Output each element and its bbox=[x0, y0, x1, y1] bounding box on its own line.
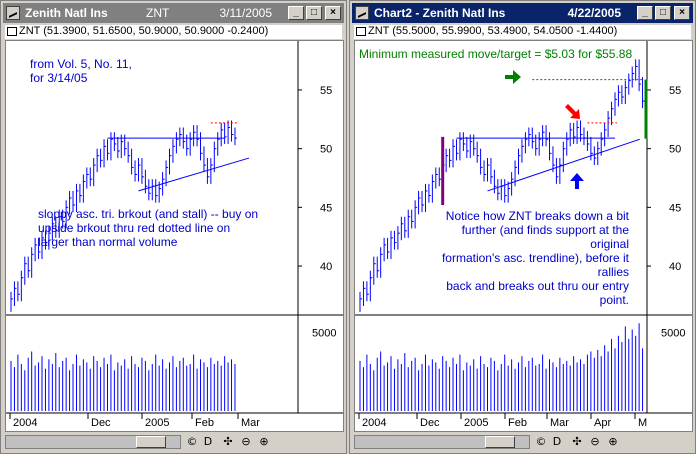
volume-tick-label: 5000 bbox=[661, 328, 685, 340]
zoom-in-icon[interactable]: ⊕ bbox=[608, 435, 618, 448]
window-title: Zenith Natl Ins bbox=[25, 6, 108, 20]
chart-area[interactable]: 40 45 50 55 5000 2004 Dec 2005 Feb Mar Apr M Minimu… bbox=[354, 40, 693, 432]
annotation-line: sloppy asc. tri. brkout (and stall) -- b… bbox=[38, 207, 259, 221]
x-tick-label: M bbox=[638, 417, 647, 429]
arrow-up-icon bbox=[570, 173, 584, 189]
annotation-notice: Notice how ZNT breaks down a bit further… bbox=[431, 209, 629, 307]
annotation-source: from Vol. 5, No. 11, for 3/14/05 bbox=[30, 57, 132, 85]
arrow-down-right-icon bbox=[565, 104, 580, 119]
daily-period-button[interactable]: D bbox=[552, 435, 562, 448]
copyright-icon[interactable]: © bbox=[186, 435, 198, 448]
annotation-line: further (and finds support at the origin… bbox=[461, 223, 629, 251]
x-tick-label: 2005 bbox=[145, 417, 169, 429]
window-title: Chart2 - Zenith Natl Ins bbox=[374, 6, 506, 20]
y-tick-label: 50 bbox=[669, 144, 681, 156]
minimize-button[interactable]: _ bbox=[288, 6, 304, 20]
move-icon[interactable]: ✣ bbox=[223, 435, 233, 448]
annotation-line: upside brkout thru red dotted line on bbox=[38, 221, 231, 235]
annotation-line: for 3/14/05 bbox=[30, 71, 88, 85]
zoom-out-icon[interactable]: ⊖ bbox=[590, 435, 600, 448]
y-tick-label: 40 bbox=[320, 261, 332, 273]
ascending-trendline bbox=[487, 138, 640, 192]
move-icon[interactable]: ✣ bbox=[572, 435, 582, 448]
maximize-button[interactable]: □ bbox=[306, 6, 322, 20]
y-tick-label: 45 bbox=[320, 202, 332, 214]
title-bar[interactable]: Chart2 - Zenith Natl Ins 4/22/2005 _ □ × bbox=[352, 3, 693, 23]
annotation-line: formation's asc. trendline), before it r… bbox=[441, 251, 629, 279]
title-bar[interactable]: Zenith Natl Ins ZNT 3/11/2005 _ □ × bbox=[3, 3, 344, 23]
scroll-thumb[interactable] bbox=[136, 436, 166, 448]
window-symbol: ZNT bbox=[146, 6, 170, 20]
price-chart[interactable]: 40 45 50 55 5000 2004 Dec 2005 Feb Mar Apr M bbox=[355, 41, 692, 431]
quote-info-text: ZNT (51.3900, 51.6500, 50.9000, 50.9000 … bbox=[19, 25, 269, 37]
x-tick-label: Mar bbox=[241, 417, 260, 429]
ascending-trendline bbox=[138, 157, 250, 192]
y-tick-label: 40 bbox=[669, 261, 681, 273]
window-date: 3/11/2005 bbox=[219, 6, 273, 20]
quote-info-text: ZNT (55.5000, 55.9900, 53.4900, 54.0500 … bbox=[368, 25, 618, 37]
volume-tick-label: 5000 bbox=[312, 328, 336, 340]
status-bar: © D ✣ ⊖ ⊕ bbox=[354, 433, 691, 451]
zoom-out-icon[interactable]: ⊖ bbox=[241, 435, 251, 448]
close-button[interactable]: × bbox=[325, 6, 341, 20]
chart-icon[interactable] bbox=[355, 6, 369, 20]
annotation-line: Notice how ZNT breaks down a bit bbox=[445, 209, 629, 223]
horizontal-scrollbar[interactable] bbox=[354, 435, 530, 449]
chart-icon[interactable] bbox=[6, 6, 20, 20]
quote-icon bbox=[356, 27, 366, 36]
arrow-right-icon bbox=[505, 70, 521, 84]
annotation-target: Minimum measured move/target = $5.03 for… bbox=[359, 47, 632, 61]
maximize-button[interactable]: □ bbox=[655, 6, 671, 20]
y-tick-label: 45 bbox=[669, 202, 681, 214]
price-chart[interactable]: 40 45 50 55 5000 2004 Dec 2005 Feb Mar bbox=[6, 41, 343, 431]
scroll-thumb[interactable] bbox=[485, 436, 515, 448]
zoom-in-icon[interactable]: ⊕ bbox=[259, 435, 269, 448]
y-tick-label: 55 bbox=[320, 85, 332, 97]
x-tick-label: Dec bbox=[420, 417, 440, 429]
x-tick-label: 2004 bbox=[362, 417, 386, 429]
x-tick-label: Apr bbox=[594, 417, 611, 429]
y-tick-label: 55 bbox=[669, 85, 681, 97]
x-tick-label: 2004 bbox=[13, 417, 37, 429]
x-tick-label: Feb bbox=[195, 417, 214, 429]
status-bar: © D ✣ ⊖ ⊕ bbox=[5, 433, 342, 451]
window-date: 4/22/2005 bbox=[567, 6, 621, 20]
close-button[interactable]: × bbox=[674, 6, 690, 20]
quote-info-bar: ZNT (55.5000, 55.9900, 53.4900, 54.0500 … bbox=[354, 25, 691, 39]
horizontal-scrollbar[interactable] bbox=[5, 435, 181, 449]
chart-area[interactable]: 40 45 50 55 5000 2004 Dec 2005 Feb Mar from Vol. … bbox=[5, 40, 344, 432]
quote-icon bbox=[7, 27, 17, 36]
chart-window-right: Chart2 - Zenith Natl Ins 4/22/2005 _ □ ×… bbox=[349, 0, 696, 454]
x-tick-label: Dec bbox=[91, 417, 111, 429]
annotation-line: Minimum measured move/target = $5.03 for… bbox=[359, 47, 633, 61]
minimize-button[interactable]: _ bbox=[637, 6, 653, 20]
copyright-icon[interactable]: © bbox=[535, 435, 547, 448]
chart-window-left: Zenith Natl Ins ZNT 3/11/2005 _ □ × ZNT … bbox=[0, 0, 347, 454]
x-tick-label: Mar bbox=[550, 417, 569, 429]
annotation-line: from Vol. 5, No. 11, bbox=[30, 57, 132, 71]
quote-info-bar: ZNT (51.3900, 51.6500, 50.9000, 50.9000 … bbox=[5, 25, 342, 39]
daily-period-button[interactable]: D bbox=[203, 435, 213, 448]
y-tick-label: 50 bbox=[320, 144, 332, 156]
x-tick-label: Feb bbox=[508, 417, 527, 429]
annotation-setup: sloppy asc. tri. brkout (and stall) -- b… bbox=[38, 207, 258, 249]
x-tick-label: 2005 bbox=[464, 417, 488, 429]
annotation-line: larger than normal volume bbox=[38, 235, 178, 249]
annotation-line: back and breaks out thru our entry point… bbox=[446, 279, 629, 307]
